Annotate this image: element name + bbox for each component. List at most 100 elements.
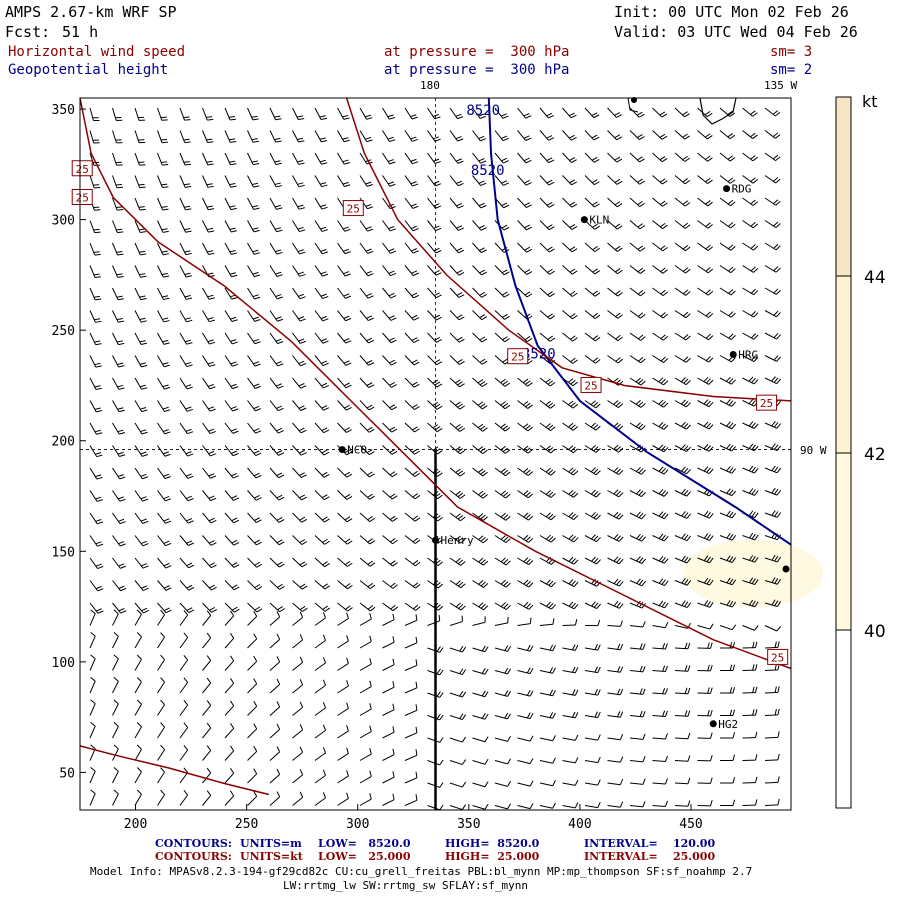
wind-barb <box>112 632 119 649</box>
wind-barb <box>494 579 511 588</box>
wind-barb <box>764 731 780 739</box>
wind-barb <box>314 679 327 694</box>
wind-barb <box>112 490 126 502</box>
wind-barb <box>314 107 327 121</box>
wind-barb <box>359 242 374 254</box>
wind-barb <box>449 400 465 410</box>
wind-barb <box>472 175 487 187</box>
wind-barb <box>89 242 101 256</box>
wind-barb <box>517 467 534 476</box>
wind-barb <box>472 332 488 343</box>
wind-barb <box>247 790 258 806</box>
wind-barb <box>697 310 714 318</box>
wind-barb <box>652 220 668 230</box>
wind-barb <box>719 754 736 762</box>
wind-barb <box>314 355 329 367</box>
wind-barb <box>157 602 172 614</box>
wind-barb <box>652 377 669 386</box>
wind-speed-shading <box>683 539 824 608</box>
wind-barb <box>359 310 374 322</box>
wind-barb <box>382 580 398 589</box>
wind-barb <box>607 400 624 409</box>
wind-barb <box>134 175 146 189</box>
wind-barb <box>607 778 624 786</box>
wind-barb <box>224 655 235 671</box>
wind-barb <box>674 732 691 740</box>
wind-barb <box>157 654 165 671</box>
wind-barb <box>517 220 532 231</box>
wind-barb <box>472 197 487 209</box>
wind-barb <box>607 643 624 651</box>
wind-barb <box>517 287 533 298</box>
wind-barb <box>314 152 328 165</box>
wind-barb <box>359 467 375 478</box>
meridian-90w-label: 90 W <box>800 444 827 457</box>
wind-barb <box>247 355 261 367</box>
x-tick-label: 300 <box>346 817 369 832</box>
wind-barb <box>404 107 418 120</box>
wind-barb <box>247 768 258 784</box>
wind-barb <box>157 557 172 569</box>
wind-barb <box>539 242 555 253</box>
wind-barb <box>269 535 285 546</box>
wind-barb <box>134 609 142 626</box>
wind-barb <box>247 580 263 591</box>
wind-barb <box>359 175 373 187</box>
wind-barb <box>157 242 170 256</box>
wind-barb <box>517 265 533 276</box>
wind-barb <box>719 310 736 318</box>
wind-barb <box>494 422 511 432</box>
wind-barb <box>337 287 352 299</box>
wind-barb <box>157 130 169 144</box>
wind-barb <box>314 445 330 456</box>
height-contour-label: 8520 <box>471 163 505 179</box>
wind-barb <box>112 220 124 234</box>
station-marker <box>782 565 790 573</box>
wind-barb <box>89 220 101 234</box>
wind-barb <box>269 220 283 233</box>
wind-barb <box>292 220 306 233</box>
wind-barb <box>112 130 123 144</box>
wind-barb <box>382 175 396 187</box>
wind-barb <box>539 175 555 186</box>
wind-barb <box>89 310 102 323</box>
wind-barb <box>539 310 556 320</box>
wind-barb <box>382 422 398 433</box>
wind-barb <box>292 445 307 456</box>
contours-line1-units: UNITS=m <box>240 837 302 850</box>
wind-barb <box>404 130 419 142</box>
station-henry: Henry <box>432 534 474 547</box>
wind-barb <box>179 130 191 144</box>
wind-barb <box>562 734 579 741</box>
wind-barb <box>472 736 489 743</box>
wind-barb <box>89 654 96 671</box>
wind-barb <box>359 400 375 411</box>
wind-barb <box>89 130 100 144</box>
wind-barb <box>404 220 419 232</box>
wind-barb <box>404 422 420 433</box>
svg-text:25: 25 <box>76 163 89 176</box>
wind-barb <box>764 242 781 251</box>
wind-barb <box>382 265 397 277</box>
wind-barb <box>404 377 420 388</box>
wind-barb <box>359 535 376 545</box>
wind-barb <box>359 377 375 389</box>
wind-barb <box>247 265 261 278</box>
wind-barb <box>494 467 511 477</box>
model-info: Model Info: MPASv8.2.3-194-gf29cd82c CU:… <box>90 865 753 878</box>
wind-barb <box>382 467 398 478</box>
wind-barb <box>607 467 624 475</box>
wind-barb <box>719 687 736 694</box>
wind-barb <box>742 799 758 806</box>
wind-barb <box>472 220 487 231</box>
wind-barb <box>247 332 261 345</box>
wind-barb <box>629 422 646 431</box>
wind-barb <box>314 602 331 612</box>
wind-barb <box>584 310 601 320</box>
wind-barb <box>292 175 305 188</box>
wind-barb <box>494 130 509 142</box>
wind-barb <box>449 645 467 653</box>
wind-barb <box>314 512 330 523</box>
wind-barb <box>134 490 149 502</box>
wind-barb <box>427 400 443 410</box>
